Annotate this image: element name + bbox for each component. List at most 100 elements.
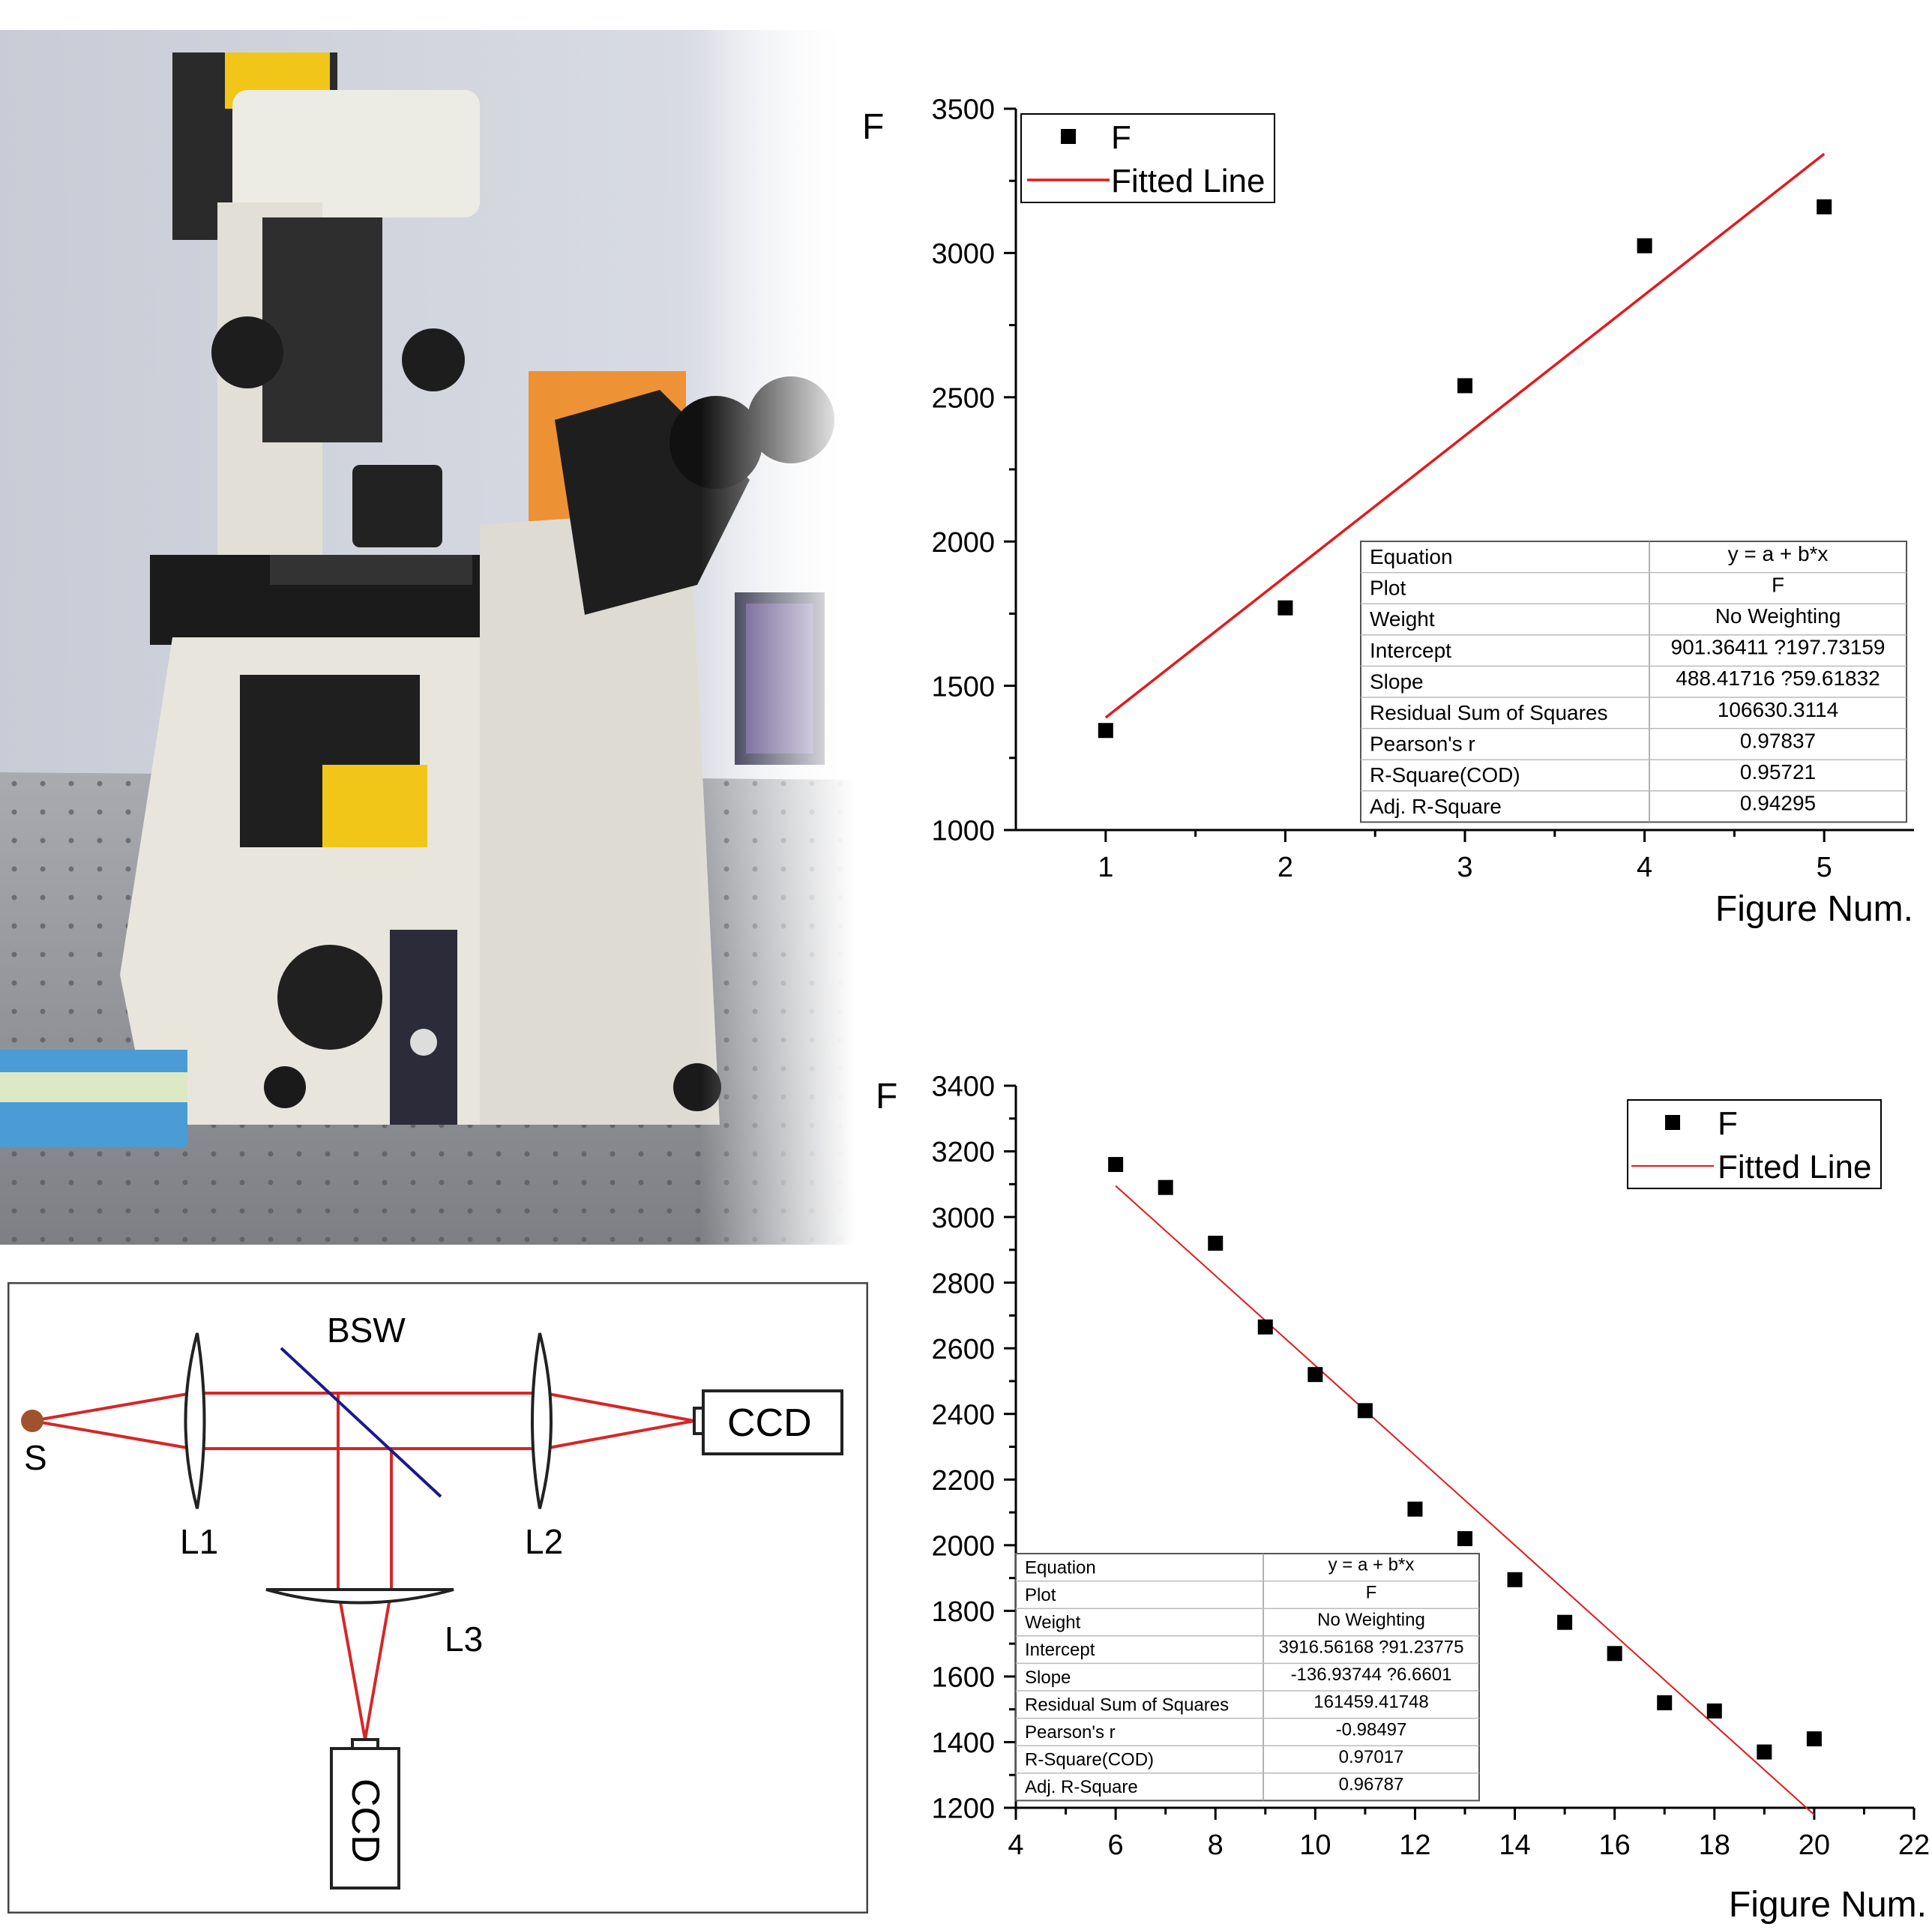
data-point: [1757, 1744, 1772, 1760]
y-tick-label: 3000: [931, 1203, 995, 1234]
data-point: [1657, 1695, 1673, 1710]
data-point: [1208, 1236, 1224, 1251]
ccd-right: CCD: [693, 1389, 843, 1455]
data-point: [1307, 1367, 1323, 1383]
y-tick-label: 3200: [931, 1137, 995, 1168]
y-tick-label: 3500: [931, 94, 995, 126]
x-tick-label: 6: [1108, 1830, 1124, 1861]
data-point: [1507, 1572, 1523, 1587]
y-tick-label: 1600: [931, 1662, 995, 1694]
legend-label-points: F: [1718, 1105, 1738, 1142]
fit-table-value: y = a + b*x: [1328, 1555, 1415, 1575]
lens-l2: [531, 1332, 553, 1509]
beam-splitter: [280, 1347, 442, 1498]
y-tick-label: 1400: [931, 1728, 995, 1759]
fit-table-param: Pearson's r: [1025, 1722, 1116, 1743]
y-axis-label: F: [876, 1077, 897, 1116]
fit-table-param: Residual Sum of Squares: [1025, 1695, 1229, 1715]
data-point: [1357, 1403, 1373, 1419]
data-point: [1557, 1614, 1573, 1630]
data-point: [1158, 1179, 1173, 1195]
x-axis-label: Figure Num.: [1729, 1885, 1927, 1925]
fit-table-param: Weight: [1370, 607, 1435, 631]
y-tick-label: 2800: [931, 1268, 995, 1299]
x-tick-label: 4: [1008, 1830, 1023, 1861]
legend-box: [1627, 1099, 1882, 1189]
fit-table-value: y = a + b*x: [1728, 542, 1829, 565]
lens-l1-label: L1: [180, 1522, 218, 1561]
ccd-bottom-label: CCD: [343, 1779, 387, 1863]
fit-table-value: No Weighting: [1317, 1610, 1425, 1630]
data-point: [1457, 378, 1472, 394]
fit-table-param: R-Square(COD): [1025, 1750, 1154, 1770]
legend-box: [1020, 113, 1275, 203]
x-tick-label: 16: [1599, 1830, 1631, 1861]
y-tick-label: 1000: [931, 816, 995, 847]
y-tick-label: 2200: [931, 1465, 995, 1497]
fit-table-value: -136.93744 ?6.6601: [1291, 1665, 1452, 1685]
fit-table-param: Pearson's r: [1370, 733, 1475, 756]
fit-table-value: 488.41716 ?59.61832: [1676, 667, 1880, 690]
x-tick-label: 10: [1299, 1830, 1331, 1861]
lens-l1: [184, 1332, 206, 1509]
light-source: [21, 1410, 43, 1432]
optical-setup-diagram: S BSW L1 L2 L3 CCD CCD: [7, 1282, 868, 1914]
fit-table-value: 0.97837: [1740, 729, 1816, 752]
fit-table-param: Weight: [1025, 1613, 1081, 1633]
x-tick-label: 18: [1699, 1830, 1730, 1861]
data-point: [1108, 1157, 1124, 1173]
x-tick-label: 5: [1817, 852, 1832, 883]
data-point: [1637, 238, 1652, 253]
fit-table-value: -0.98497: [1336, 1719, 1407, 1740]
source-label: S: [24, 1438, 47, 1477]
fit-table-param: R-Square(COD): [1370, 763, 1520, 787]
fit-table-value: 106630.3114: [1718, 698, 1838, 721]
y-tick-label: 1500: [931, 671, 995, 703]
fit-table-param: Slope: [1025, 1668, 1071, 1688]
x-tick-label: 8: [1208, 1830, 1224, 1861]
y-tick-label: 2500: [931, 382, 995, 414]
x-tick-label: 1: [1098, 852, 1113, 883]
x-tick-label: 4: [1637, 852, 1652, 883]
y-tick-label: 3400: [931, 1071, 995, 1103]
fit-table: [1015, 1553, 1480, 1802]
data-point: [1257, 1319, 1273, 1335]
fit-table-param: Slope: [1370, 670, 1424, 693]
x-tick-label: 12: [1399, 1830, 1430, 1861]
y-axis-label: F: [862, 107, 884, 147]
ccd-right-label: CCD: [727, 1401, 812, 1445]
y-tick-label: 2400: [931, 1399, 995, 1431]
legend-point-symbol: [1061, 129, 1076, 144]
fit-table-param: Residual Sum of Squares: [1370, 701, 1608, 724]
fit-table-value: 0.94295: [1740, 792, 1816, 815]
fitted-line: [1104, 152, 1826, 719]
legend-label-fit: Fitted Line: [1111, 163, 1265, 199]
microscope-photo: [0, 0, 855, 1245]
beam-paths: [31, 1392, 695, 1740]
diagram-frame: [7, 1282, 868, 1914]
legend-label-points: F: [1111, 119, 1131, 156]
fit-table-value: 0.95721: [1740, 760, 1816, 784]
x-tick-label: 3: [1457, 852, 1472, 883]
fit-table-value: F: [1772, 573, 1784, 596]
fit-table-param: Adj. R-Square: [1370, 795, 1502, 818]
fit-table: [1360, 541, 1907, 823]
y-tick-label: 1800: [931, 1596, 995, 1628]
fit-table-value: No Weighting: [1715, 604, 1841, 628]
x-tick-label: 14: [1499, 1830, 1530, 1861]
fit-table-param: Adj. R-Square: [1025, 1777, 1138, 1797]
x-tick-label: 20: [1799, 1830, 1830, 1861]
y-tick-label: 1200: [931, 1794, 995, 1825]
fit-table-param: Equation: [1370, 545, 1453, 568]
fit-table-param: Intercept: [1025, 1640, 1095, 1660]
lens-l3: [265, 1588, 454, 1605]
fit-table-param: Plot: [1370, 577, 1406, 600]
data-point: [1457, 1531, 1472, 1547]
data-point: [1817, 199, 1832, 214]
fit-table-value: 3916.56168 ?91.23775: [1279, 1637, 1464, 1657]
y-tick-label: 3000: [931, 238, 995, 270]
legend-label-fit: Fitted Line: [1718, 1149, 1871, 1185]
splitter-label: BSW: [327, 1311, 406, 1350]
y-tick-label: 2600: [931, 1334, 995, 1365]
data-point: [1407, 1501, 1423, 1517]
